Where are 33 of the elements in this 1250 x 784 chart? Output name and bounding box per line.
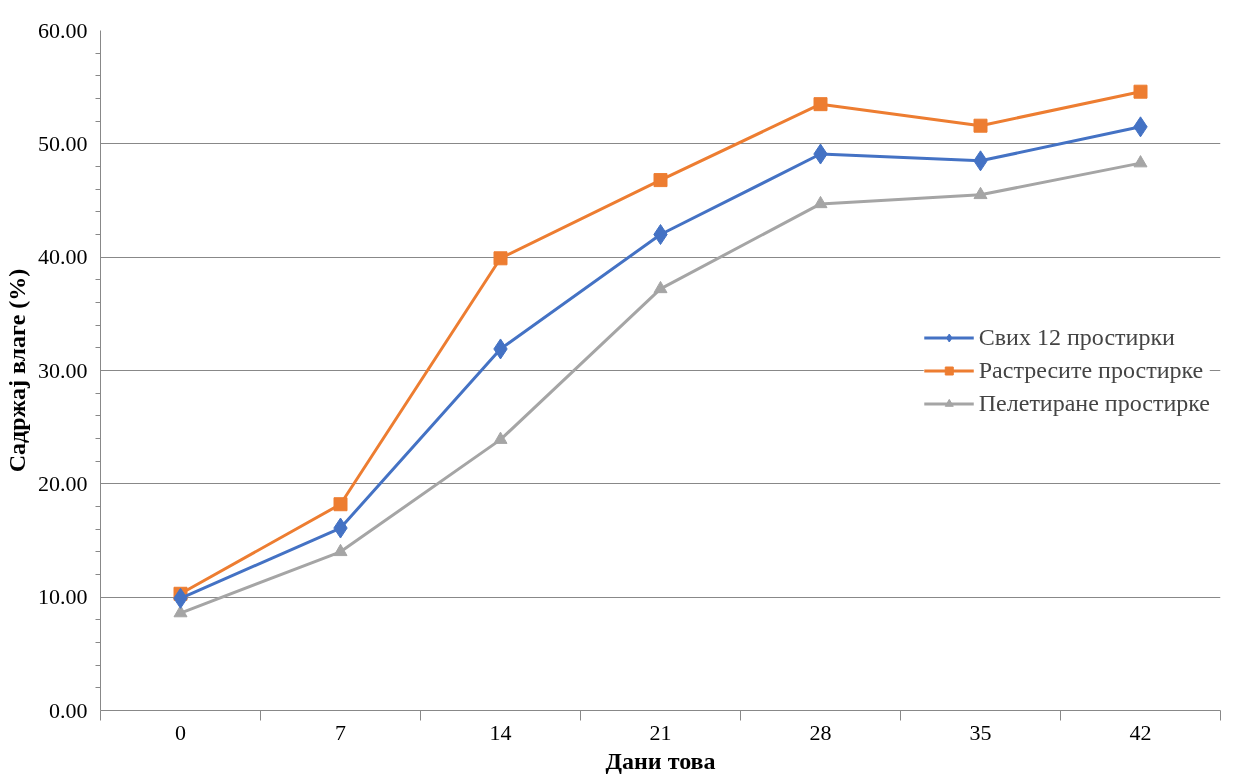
legend-label: Растресите простирке xyxy=(978,356,1204,384)
x-tick-label: 35 xyxy=(969,719,992,745)
x-tick-label: 21 xyxy=(649,719,672,745)
point xyxy=(1133,155,1148,168)
point xyxy=(813,97,828,112)
point xyxy=(333,497,348,512)
point xyxy=(333,543,348,557)
point xyxy=(653,173,668,188)
y-axis-title: Садржај влаге (%) xyxy=(4,268,30,473)
y-tick-label: 40.00 xyxy=(38,244,88,270)
y-tick-label: 50.00 xyxy=(38,130,88,156)
x-tick-label: 0 xyxy=(175,719,186,745)
point xyxy=(173,605,188,618)
point xyxy=(973,186,988,200)
point xyxy=(653,280,668,294)
y-tick-label: 30.00 xyxy=(38,357,88,383)
legend-label: Пелетиране простирке xyxy=(978,389,1210,417)
point xyxy=(813,195,828,209)
point xyxy=(493,431,508,444)
y-tick-label: 60.00 xyxy=(38,17,88,43)
y-tick-label: 20.00 xyxy=(38,470,88,496)
x-tick-label: 14 xyxy=(489,719,512,745)
x-tick-label: 42 xyxy=(1129,719,1152,745)
legend-label: Свих 12 простирки xyxy=(978,323,1175,351)
point xyxy=(653,224,668,245)
point xyxy=(1133,84,1148,99)
x-axis-title: Дани това xyxy=(605,747,716,774)
point xyxy=(973,118,988,133)
x-tick-label: 28 xyxy=(809,719,832,745)
point xyxy=(493,251,508,266)
y-tick-label: 10.00 xyxy=(38,584,88,610)
x-tick-label: 7 xyxy=(335,719,346,745)
y-tick-label: 0.00 xyxy=(49,697,88,723)
